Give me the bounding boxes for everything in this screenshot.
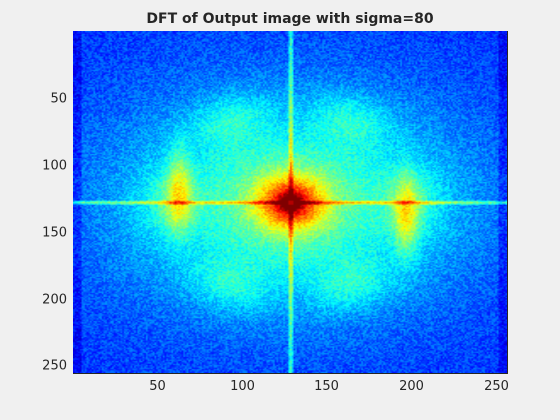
y-tick-label: 100 bbox=[42, 159, 67, 174]
y-tick-label: 50 bbox=[50, 92, 67, 107]
y-tick-label: 200 bbox=[42, 293, 67, 308]
x-tick-label: 150 bbox=[314, 379, 339, 394]
x-tick-label: 200 bbox=[399, 379, 424, 394]
heatmap-image bbox=[73, 31, 507, 373]
x-tick-label: 50 bbox=[149, 379, 166, 394]
y-tick-label: 250 bbox=[42, 359, 67, 374]
axes: 50 100 150 200 250 50 100 150 200 250 bbox=[42, 31, 509, 394]
chart-title: DFT of Output image with sigma=80 bbox=[146, 11, 433, 27]
y-tick-label: 150 bbox=[42, 226, 67, 241]
x-tick-label: 100 bbox=[230, 379, 255, 394]
x-tick-label: 250 bbox=[484, 379, 509, 394]
